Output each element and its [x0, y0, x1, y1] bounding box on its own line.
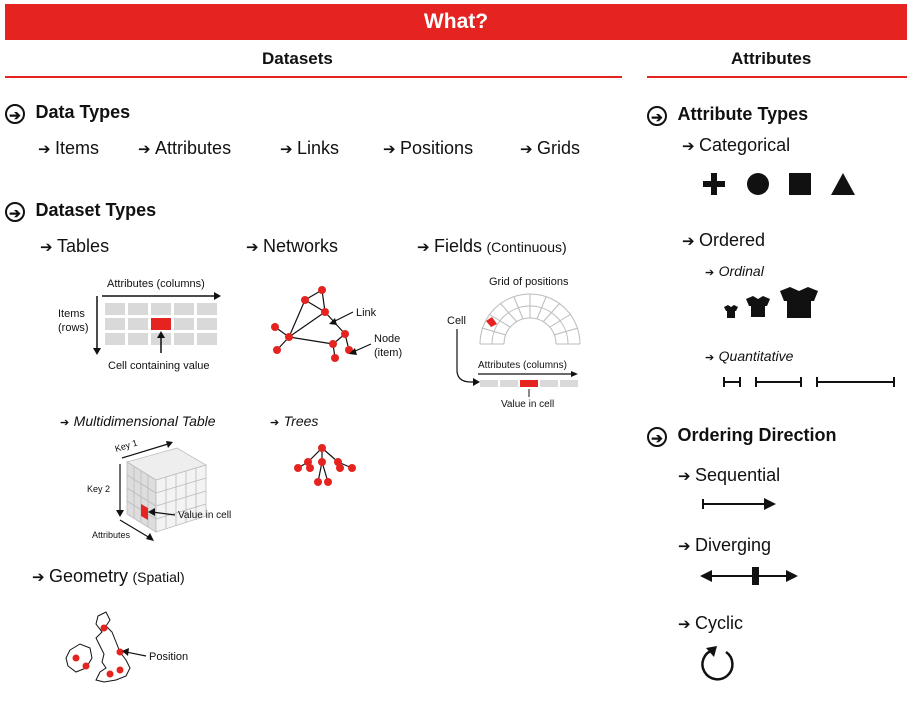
cyclic-label: ➔ Cyclic: [678, 613, 744, 633]
datasets-rule: [5, 76, 622, 78]
arrow-icon: ➔: [32, 569, 45, 586]
multidim-key2-label: Key 2: [87, 484, 110, 494]
arrow-icon: ➔: [280, 141, 293, 158]
categorical-shapes: [703, 173, 855, 195]
title-banner: What?: [5, 4, 907, 40]
arrow-icon: ➔: [520, 141, 533, 158]
quantitative-label: ➔ Quantitative: [705, 348, 794, 364]
fields-grid-label: Grid of positions: [489, 276, 569, 288]
arrow-icon: ➔: [40, 239, 53, 256]
data-type-links: ➔ Links: [280, 138, 340, 158]
datasets-header: Datasets: [262, 49, 333, 68]
diverging-arrow-icon: [700, 567, 798, 585]
table-rows-label: (rows): [58, 322, 89, 334]
multidim-key1-label: Key 1: [114, 438, 139, 454]
table-highlight-cell: [151, 318, 171, 330]
multidim-highlight-cell: [141, 504, 148, 520]
fields-attr-label: Attributes (columns): [478, 360, 567, 371]
multidim-attributes-label: Attributes: [92, 530, 131, 540]
attributes-header: Attributes: [731, 49, 812, 68]
table-items-label: Items: [58, 308, 85, 320]
small-shirt-icon: [724, 305, 738, 318]
britain-outline: [95, 611, 131, 683]
data-type-attributes: ➔ Attributes: [138, 138, 232, 158]
network-nodes: [271, 286, 353, 362]
arrow-icon: ➔: [682, 233, 695, 250]
ordering-direction-heading: ➔ Ordering Direction: [647, 425, 836, 447]
circle-icon: [747, 173, 769, 195]
trees-label: ➔ Trees: [270, 413, 319, 429]
network-link-label: Link: [356, 307, 377, 319]
arrow-icon: ➔: [705, 267, 715, 279]
multidim-value-label: Value in cell: [178, 510, 231, 521]
network-node-label: Node: [374, 333, 400, 345]
arrow-icon: ➔: [138, 141, 151, 158]
arrow-icon: ➔: [678, 616, 691, 633]
geometry-points: [72, 624, 124, 678]
multidim-label: ➔ Multidimensional Table: [60, 413, 216, 429]
arrow-icon: ➔: [60, 417, 70, 429]
cyclic-arrow-icon: [701, 646, 734, 681]
network-diagram: Link Node (item): [271, 286, 402, 362]
data-type-items: ➔ Items: [38, 138, 100, 158]
data-type-grids: ➔ Grids: [520, 138, 581, 158]
ordinal-shirts: [724, 287, 818, 318]
arrow-icon: ➔: [417, 239, 430, 256]
network-item-label: (item): [374, 347, 402, 359]
multidim-cube-diagram: Key 1 Key 2 Attributes Value in cell: [87, 438, 231, 541]
sequential-arrow-icon: [702, 498, 776, 510]
fields-cell-label: Cell: [447, 315, 466, 327]
arrow-icon: ➔: [246, 239, 259, 256]
attributes-rule: [647, 76, 907, 78]
fields-attr-strip: [480, 380, 578, 387]
square-icon: [789, 173, 811, 195]
quantitative-intervals: [723, 377, 895, 387]
table-attr-label: Attributes (columns): [107, 278, 205, 290]
data-types-heading: ➔ Data Types: [5, 102, 130, 124]
arrow-circle-icon: ➔: [5, 201, 25, 222]
arrow-icon: ➔: [705, 352, 715, 364]
arrow-circle-icon: ➔: [647, 105, 667, 126]
fields-diagram: Grid of positions Cell Attributes (colum…: [447, 276, 581, 410]
tree-diagram: [294, 444, 356, 486]
categorical-label: ➔ Categorical: [682, 135, 791, 155]
diverging-label: ➔ Diverging: [678, 535, 772, 555]
medium-shirt-icon: [746, 296, 770, 317]
triangle-icon: [831, 173, 855, 195]
fields-highlight-cell: [486, 317, 497, 327]
arrow-icon: ➔: [270, 417, 280, 429]
table-diagram: Attributes (columns) Items (rows) Cell c…: [58, 278, 221, 372]
data-type-positions: ➔ Positions: [383, 138, 474, 158]
geometry-position-label: Position: [149, 651, 188, 663]
large-shirt-icon: [780, 287, 818, 318]
tables-label: ➔ Tables: [40, 236, 110, 256]
arrow-circle-icon: ➔: [647, 426, 667, 447]
banner-title: What?: [423, 10, 489, 33]
attribute-types-heading: ➔ Attribute Types: [647, 104, 808, 126]
arrow-circle-icon: ➔: [5, 103, 25, 124]
fields-value-label: Value in cell: [501, 399, 554, 410]
table-cell-label: Cell containing value: [108, 360, 210, 372]
table-grid: [105, 303, 217, 345]
tree-nodes: [294, 444, 356, 486]
geometry-label: ➔ Geometry (Spatial): [32, 566, 185, 586]
ordering-direction-title: Ordering Direction: [677, 425, 837, 445]
arrow-icon: ➔: [383, 141, 396, 158]
dataset-types-title: Dataset Types: [35, 200, 157, 220]
arrow-icon: ➔: [682, 138, 695, 155]
geometry-map-diagram: Position: [65, 611, 188, 683]
data-types-title: Data Types: [35, 102, 131, 122]
networks-label: ➔ Networks: [246, 236, 339, 256]
arrow-icon: ➔: [678, 468, 691, 485]
fields-label: ➔ Fields (Continuous): [417, 236, 567, 256]
attribute-types-title: Attribute Types: [677, 104, 809, 124]
arrow-icon: ➔: [678, 538, 691, 555]
dataset-types-heading: ➔ Dataset Types: [5, 200, 156, 222]
arrow-icon: ➔: [38, 141, 51, 158]
ordered-label: ➔ Ordered: [682, 230, 766, 250]
sequential-label: ➔ Sequential: [678, 465, 781, 485]
ordinal-label: ➔ Ordinal: [705, 263, 764, 279]
